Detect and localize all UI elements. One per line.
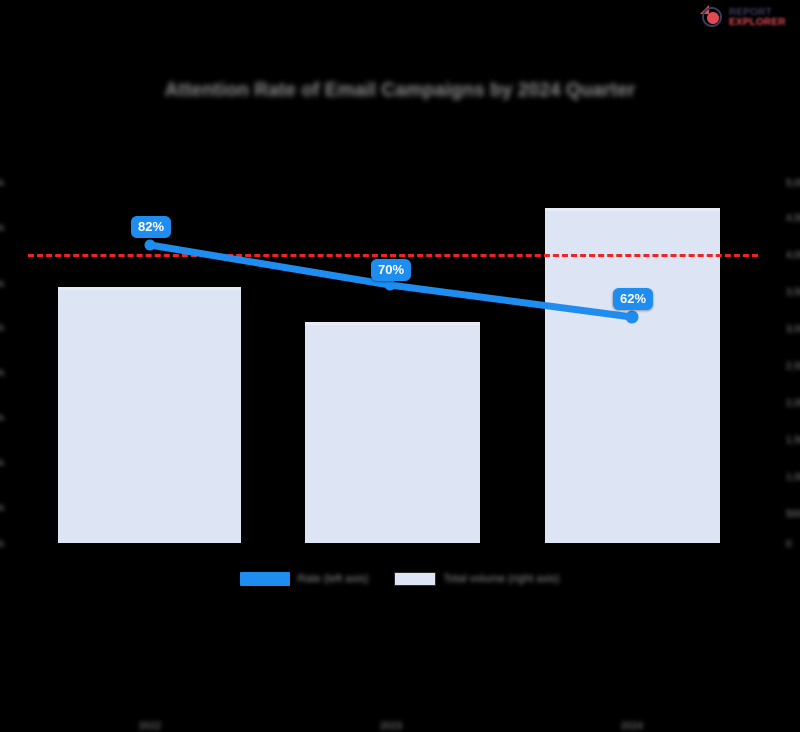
y-axis-left-tick: 50% <box>0 368 4 379</box>
data-label-2022: 82% <box>130 216 172 238</box>
y-axis-right-tick: 1,500 <box>786 435 800 446</box>
y-axis-left-tick: 40% <box>0 413 4 424</box>
y-axis-left-tick: 20% <box>0 503 4 514</box>
legend-item-rate[interactable]: Rate (left axis) <box>240 572 368 586</box>
y-axis-left-tick: 90% <box>0 178 4 189</box>
y-axis-right-tick: 4,500 <box>786 213 800 224</box>
y-axis-left-tick: 60% <box>0 323 4 334</box>
y-axis-right-tick: 3,500 <box>786 287 800 298</box>
y-axis-right-tick: 1,000 <box>786 472 800 483</box>
x-axis-tick-2024: 2024 <box>620 721 644 732</box>
data-label-2023: 70% <box>370 259 412 281</box>
logo-dot-icon <box>706 11 719 24</box>
y-axis-left-tick: 80% <box>0 223 4 234</box>
legend-label-volume: Total volume (right axis) <box>443 573 560 585</box>
logo-ring-icon <box>702 7 722 27</box>
y-axis-right-tick: 2,500 <box>786 361 800 372</box>
legend-label-rate: Rate (left axis) <box>297 573 369 585</box>
logo-mark-icon <box>700 5 726 31</box>
target-threshold-line <box>28 254 758 257</box>
bar-2022[interactable] <box>58 287 241 543</box>
y-axis-right-tick: 2,000 <box>786 398 800 409</box>
x-axis-tick-2023: 2023 <box>379 721 403 732</box>
logo-wordmark: REPORT EXPLORER <box>729 6 786 29</box>
report-explorer-logo: REPORT EXPLORER <box>700 3 792 33</box>
logo-line-1: REPORT <box>729 6 772 18</box>
bar-2024[interactable] <box>545 208 720 543</box>
legend-item-volume[interactable]: Total volume (right axis) <box>394 572 560 586</box>
y-axis-right-tick: 3,000 <box>786 324 800 335</box>
x-axis-tick-2022: 2022 <box>138 721 162 732</box>
y-axis-right-tick: 500 <box>786 509 800 520</box>
y-axis-left-tick: 70% <box>0 279 4 290</box>
legend-swatch-bar-icon <box>394 572 437 586</box>
y-axis-right-tick: 0 <box>786 539 792 550</box>
legend-swatch-line-icon <box>240 572 291 586</box>
data-label-2024: 62% <box>612 288 654 310</box>
y-axis-left-tick: 30% <box>0 458 4 469</box>
logo-line-2: EXPLORER <box>729 17 786 28</box>
chart-title: Attention Rate of Email Campaigns by 202… <box>0 80 800 102</box>
chart-legend: Rate (left axis) Total volume (right axi… <box>0 572 800 586</box>
y-axis-right-tick: 4,000 <box>786 250 800 261</box>
chart-title-text: Attention Rate of Email Campaigns by 202… <box>164 80 636 101</box>
y-axis-right-tick: 5,000 <box>786 178 800 189</box>
bar-2023[interactable] <box>305 322 480 543</box>
y-axis-left-tick: 10% <box>0 539 4 550</box>
chart-canvas: REPORT EXPLORER Attention Rate of Email … <box>0 3 800 732</box>
